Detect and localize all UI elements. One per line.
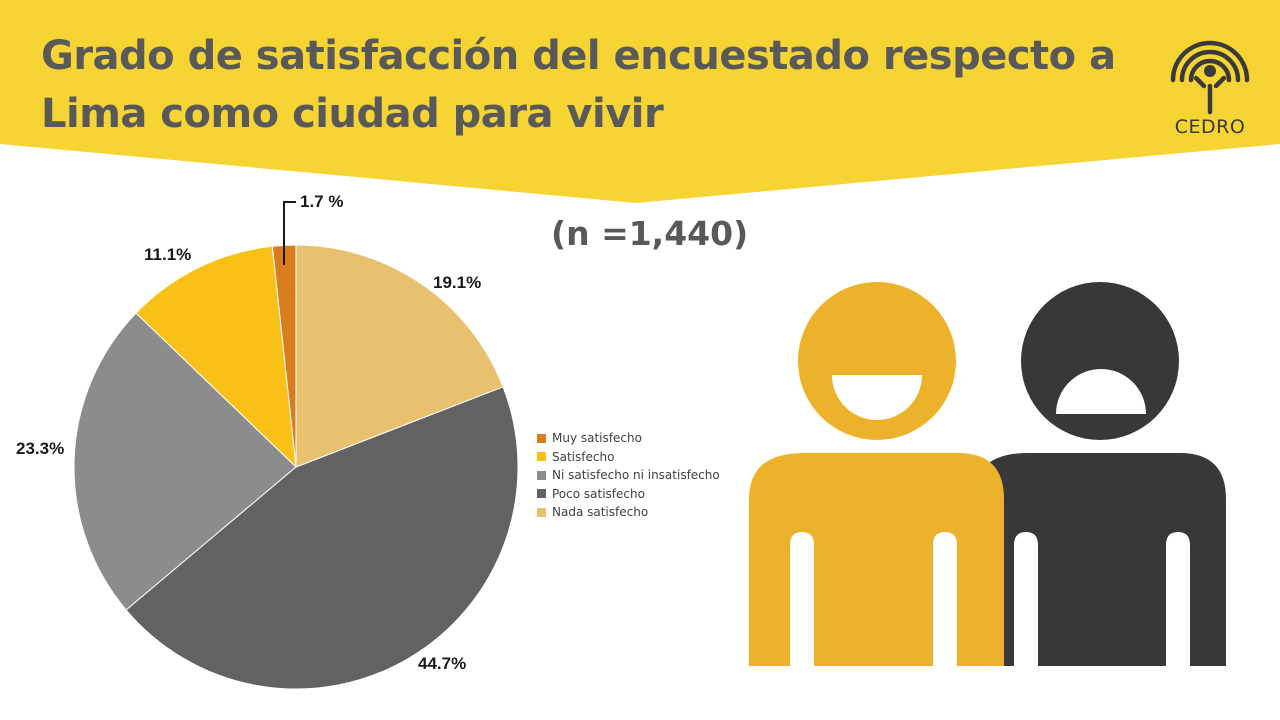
page-title: Grado de satisfacción del encuestado res… <box>41 27 1121 143</box>
person-right-icon <box>973 282 1226 666</box>
legend-item-satisfecho: Satisfecho <box>537 448 720 467</box>
pie-slice-nada-satisfecho <box>295 244 504 468</box>
legend-item-muy-satisfecho: Muy satisfecho <box>537 429 720 448</box>
legend-swatch <box>537 433 546 443</box>
pie-slice-satisfecho <box>135 245 297 469</box>
data-label-poco-satisfecho: 44.7% <box>418 654 467 673</box>
data-label-ni-satisfecho-ni-insatisfecho: 23.3% <box>16 439 65 458</box>
legend-label: Satisfecho <box>552 449 615 464</box>
header-banner <box>0 0 1280 203</box>
person-left-smile <box>832 375 922 420</box>
legend-swatch <box>537 470 546 480</box>
leader-line-muy-satisfecho <box>283 201 296 265</box>
chart-legend: Muy satisfecho Satisfecho Ni satisfecho … <box>537 429 720 522</box>
legend-item-poco-satisfecho: Poco satisfecho <box>537 485 720 504</box>
legend-swatch <box>537 507 546 517</box>
pie-slice-ni-satisfecho-ni-insatisfecho <box>73 312 297 611</box>
data-label-satisfecho: 11.1% <box>144 245 192 264</box>
legend-item-nada-satisfecho: Nada satisfecho <box>537 503 720 522</box>
legend-swatch <box>537 489 546 499</box>
legend-label: Ni satisfecho ni insatisfecho <box>552 468 720 483</box>
cedro-logo-text: CEDRO <box>1174 116 1246 138</box>
person-left-icon <box>749 282 1004 666</box>
data-label-nada-satisfecho: 19.1% <box>433 273 482 292</box>
page-title-line-1: Grado de satisfacción del encuestado res… <box>41 33 1116 79</box>
pie-slice-poco-satisfecho <box>125 386 519 690</box>
legend-label: Nada satisfecho <box>552 505 649 520</box>
legend-swatch <box>537 452 546 462</box>
sample-size-label: (n =1,440) <box>551 214 749 253</box>
data-label-muy-satisfecho: 1.7 % <box>300 192 344 211</box>
person-right-face <box>1056 369 1146 414</box>
page-title-line-2: Lima como ciudad para vivir <box>41 91 664 137</box>
legend-label: Muy satisfecho <box>552 431 642 446</box>
two-people-icon <box>749 282 1226 666</box>
legend-label: Poco satisfecho <box>552 486 645 501</box>
pie-chart <box>73 201 519 690</box>
cedro-logo-icon <box>1170 40 1250 115</box>
legend-item-ni-satisfecho-ni-insatisfecho: Ni satisfecho ni insatisfecho <box>537 466 720 485</box>
